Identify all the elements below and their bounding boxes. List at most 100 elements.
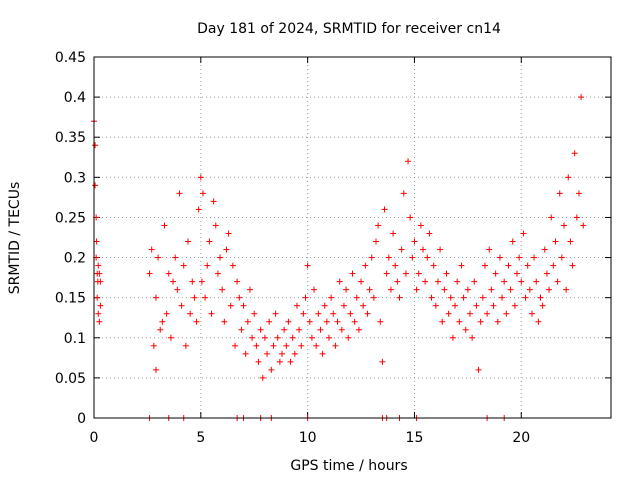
data-point	[279, 350, 285, 357]
data-point	[223, 246, 230, 253]
data-point	[424, 254, 431, 261]
x-tick-label: 10	[299, 430, 317, 446]
data-point	[313, 342, 320, 349]
data-point	[217, 254, 224, 261]
data-point	[437, 246, 444, 253]
data-point	[229, 262, 236, 269]
data-point	[193, 318, 200, 325]
y-tick-label: 0.05	[55, 371, 86, 387]
data-point	[477, 318, 484, 325]
data-point	[257, 326, 264, 333]
data-point	[467, 310, 473, 317]
data-point	[379, 358, 386, 365]
data-point	[394, 278, 401, 285]
data-point	[163, 310, 170, 317]
data-point	[152, 294, 159, 301]
data-point	[210, 198, 217, 205]
data-point	[291, 350, 298, 357]
data-point	[368, 254, 375, 261]
data-point	[443, 270, 450, 277]
data-point	[172, 254, 179, 261]
data-point	[270, 342, 277, 349]
data-point	[97, 278, 104, 285]
data-point	[460, 294, 467, 301]
data-point	[353, 294, 360, 301]
data-point	[454, 278, 461, 285]
data-point	[541, 246, 548, 253]
data-point	[479, 294, 486, 301]
data-point	[146, 270, 153, 277]
data-point	[191, 294, 198, 301]
data-point	[496, 254, 503, 261]
x-tick-label: 5	[196, 430, 205, 446]
data-point	[573, 214, 580, 221]
data-point	[402, 270, 409, 277]
data-point	[332, 342, 339, 349]
data-point	[225, 230, 232, 237]
data-point	[561, 222, 567, 229]
data-point	[255, 358, 262, 365]
data-point	[488, 286, 495, 293]
data-point	[428, 294, 435, 301]
data-point	[445, 310, 452, 317]
data-point	[501, 278, 508, 285]
data-point	[236, 294, 243, 301]
data-point	[328, 294, 335, 301]
data-point	[405, 158, 412, 165]
data-point	[362, 262, 369, 269]
data-point	[535, 318, 542, 325]
data-point	[526, 286, 533, 293]
data-point	[246, 286, 253, 293]
data-point	[204, 262, 211, 269]
data-point	[375, 222, 382, 229]
data-point	[261, 334, 268, 341]
data-point	[520, 230, 527, 237]
data-point	[285, 318, 292, 325]
data-point	[94, 294, 101, 301]
data-point	[422, 278, 429, 285]
y-tick-label: 0.25	[55, 210, 86, 226]
data-point	[546, 286, 553, 293]
data-point	[550, 262, 557, 269]
data-point	[227, 302, 234, 309]
data-point	[565, 174, 572, 181]
data-point	[152, 366, 159, 373]
data-point	[475, 366, 482, 373]
data-point	[253, 342, 260, 349]
data-point	[385, 254, 392, 261]
x-axis-label: GPS time / hours	[290, 458, 407, 474]
data-point	[537, 294, 544, 301]
data-point	[578, 94, 585, 101]
data-point	[287, 358, 294, 365]
data-point	[159, 318, 166, 325]
data-point	[268, 366, 275, 373]
data-point	[274, 334, 281, 341]
data-point	[319, 350, 326, 357]
data-point	[302, 294, 309, 301]
data-point	[377, 318, 384, 325]
data-point	[543, 270, 550, 277]
data-point	[345, 334, 352, 341]
data-point	[96, 318, 103, 325]
data-point	[317, 326, 324, 333]
data-point	[238, 326, 245, 333]
data-point	[558, 254, 565, 261]
data-point	[176, 190, 183, 197]
data-point	[533, 278, 540, 285]
data-point	[148, 246, 155, 253]
data-point	[272, 310, 279, 317]
data-point	[92, 182, 99, 189]
chart-title: Day 181 of 2024, SRMTID for receiver cn1…	[197, 21, 501, 37]
data-point	[383, 270, 390, 277]
data-point	[180, 262, 187, 269]
y-tick-label: 0.1	[64, 331, 86, 347]
data-point	[364, 310, 371, 317]
data-point	[170, 278, 177, 285]
data-point	[212, 222, 219, 229]
data-point	[306, 318, 313, 325]
grid	[94, 57, 611, 418]
data-point	[242, 350, 249, 357]
data-point	[155, 254, 162, 261]
data-point	[567, 238, 574, 245]
axis-ticks: 0 5 10 15 20 0 0.05 0.1 0.15 0.2 0.25 0.3 0.35 0.4 0.4…	[55, 50, 611, 446]
